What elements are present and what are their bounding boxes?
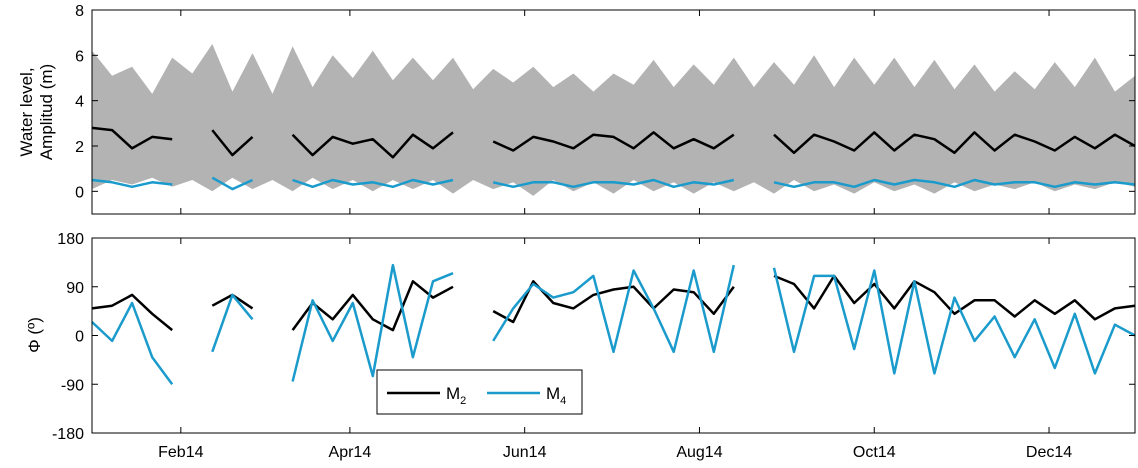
top-ytick-label: 8 [75, 3, 84, 20]
bottom-axes: -180 -90 0 90 180 Feb14 Apr14 Jun14 Aug14 Oct14 De… [52, 231, 1136, 461]
top-ytick-label: 6 [75, 48, 84, 65]
water-level-envelope [92, 44, 1135, 196]
top-ytick-label: 4 [75, 94, 84, 111]
bottom-plot-area [92, 238, 1135, 433]
top-ytick-label: 2 [75, 139, 84, 156]
phase-panel: -180 -90 0 90 180 Feb14 Apr14 Jun14 Aug14 Oct14 De… [25, 231, 1136, 461]
bottom-series-layer [91, 263, 1136, 386]
bottom-ytick-label: -180 [52, 426, 84, 443]
bottom-ytick-label: 0 [75, 329, 84, 346]
xtick-label: Apr14 [329, 444, 372, 461]
xtick-label: Dec14 [1026, 444, 1072, 461]
legend-m2-label: M2 [446, 384, 466, 407]
bottom-ytick-label: 90 [66, 280, 84, 297]
bottom-ylabel: Φ (º) [25, 317, 44, 353]
bottom-ytick-label: 180 [57, 231, 84, 248]
top-ylabel-line2: Amplitud (m) [37, 64, 56, 160]
xtick-label: Feb14 [158, 444, 203, 461]
xtick-label: Jun14 [503, 444, 547, 461]
top-axes-frame [91, 9, 1136, 215]
bottom-series-m4 [91, 263, 1136, 386]
top-series-layer [91, 44, 1136, 196]
top-axes: 0 2 4 6 8 [75, 3, 1136, 215]
top-ytick-label: 0 [75, 184, 84, 201]
xtick-label: Oct14 [853, 444, 896, 461]
top-series-m2 [91, 126, 1136, 159]
legend-m4-label: M4 [546, 384, 566, 407]
xtick-label: Aug14 [676, 444, 722, 461]
bottom-ytick-label: -90 [61, 377, 84, 394]
water-level-panel: 0 2 4 6 8 Water level, Amplitud (m) [17, 3, 1136, 215]
top-ylabel-line1: Water level, [17, 67, 36, 156]
legend: M2 M4 [376, 369, 583, 415]
top-series-m4 [91, 176, 1136, 191]
